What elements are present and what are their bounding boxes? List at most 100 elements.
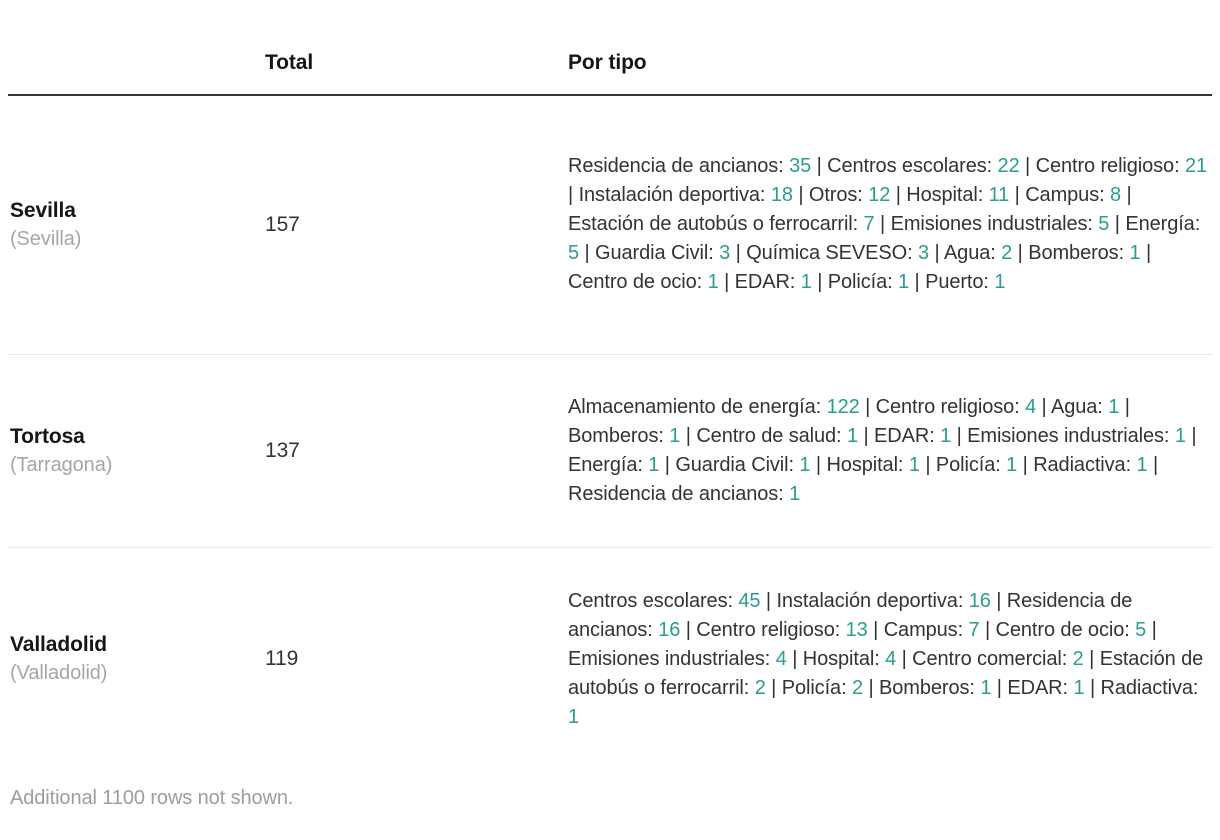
- separator: |: [1147, 453, 1159, 476]
- tipo-label: Almacenamiento de energía:: [568, 395, 827, 418]
- tipo-count: 4: [1025, 395, 1037, 418]
- tipo-count: 4: [885, 647, 897, 670]
- city-region: (Sevilla): [10, 227, 82, 250]
- city-cell: Tortosa (Tarragona): [8, 353, 265, 547]
- tipo-label: Estación de autobús o ferrocarril:: [568, 213, 864, 236]
- tipo-count: 1: [1129, 242, 1141, 265]
- tipo-count: 1: [568, 705, 580, 728]
- separator: |: [786, 647, 803, 670]
- separator: |: [951, 424, 968, 447]
- tipo-count: 7: [863, 213, 875, 236]
- total-cell: 137: [265, 353, 568, 547]
- tipo-label: Centro religioso:: [875, 395, 1026, 418]
- separator: |: [1185, 424, 1197, 447]
- separator: |: [579, 242, 596, 265]
- tipo-label: Química SEVESO:: [746, 242, 918, 265]
- tipo-label: Guardia Civil:: [595, 242, 720, 265]
- tipo-count: 12: [868, 184, 891, 207]
- tipo-label: Instalación deportiva:: [776, 589, 969, 612]
- tipo-label: Otros:: [808, 184, 869, 207]
- separator: |: [1017, 453, 1034, 476]
- city-name: Valladolid: [10, 633, 108, 657]
- separator: |: [990, 589, 1007, 612]
- tipo-count: 1: [1108, 395, 1120, 418]
- tipo-label: Agua:: [943, 242, 1002, 265]
- separator: |: [811, 155, 828, 178]
- tipo-label: Hospital:: [802, 647, 886, 670]
- separator: |: [874, 213, 891, 236]
- separator: |: [730, 242, 747, 265]
- tipo-label: Campus:: [883, 618, 969, 641]
- separator: |: [680, 618, 697, 641]
- separator: |: [909, 271, 926, 294]
- column-header-por-tipo: Por tipo: [568, 40, 1212, 96]
- separator: |: [1036, 395, 1051, 418]
- tipo-label: Guardia Civil:: [675, 453, 800, 476]
- tipo-count: 2: [1072, 647, 1084, 670]
- separator: |: [760, 589, 777, 612]
- tipo-label: Policía:: [935, 453, 1007, 476]
- tipo-count: 8: [1110, 184, 1122, 207]
- column-header-name: [8, 40, 265, 96]
- tipo-label: Agua:: [1051, 395, 1109, 418]
- column-header-total: Total: [265, 40, 568, 96]
- separator: |: [568, 184, 579, 207]
- tipo-count: 1: [669, 424, 681, 447]
- table-row: Valladolid (Valladolid) 119 Centros esco…: [8, 546, 1212, 771]
- tipo-label: Residencia de ancianos:: [568, 155, 790, 178]
- table-header: Total Por tipo: [8, 40, 1212, 96]
- city-name: Tortosa: [10, 424, 85, 448]
- separator: |: [1119, 395, 1130, 418]
- tipo-count: 3: [918, 242, 930, 265]
- city-region: (Tarragona): [10, 453, 113, 476]
- tipo-count: 1: [707, 271, 719, 294]
- tipo-count: 1: [1006, 453, 1018, 476]
- tipo-count: 35: [789, 155, 812, 178]
- separator: |: [991, 676, 1008, 699]
- locations-table: Total Por tipo Sevilla (Sevilla) 157 Res…: [8, 40, 1212, 771]
- tipo-count: 5: [1135, 618, 1147, 641]
- tipo-label: Hospital:: [826, 453, 909, 476]
- tipo-count: 3: [719, 242, 731, 265]
- separator: |: [863, 676, 880, 699]
- tipo-label: Residencia de ancianos:: [568, 482, 790, 505]
- separator: |: [929, 242, 944, 265]
- city-name: Sevilla: [10, 198, 76, 222]
- tipo-count: 1: [799, 453, 811, 476]
- tipo-label: Bomberos:: [879, 676, 981, 699]
- tipo-label: Emisiones industriales:: [890, 213, 1099, 236]
- separator: |: [1009, 184, 1026, 207]
- separator: |: [1121, 184, 1132, 207]
- tipo-label: Centro religioso:: [1035, 155, 1185, 178]
- separator: |: [857, 424, 874, 447]
- tipo-label: Bomberos:: [1028, 242, 1130, 265]
- por-tipo-cell: Residencia de ancianos: 35 | Centros esc…: [568, 95, 1212, 354]
- tipo-count: 1: [1073, 676, 1085, 699]
- separator: |: [896, 647, 913, 670]
- tipo-count: 1: [898, 271, 910, 294]
- tipo-label: EDAR:: [734, 271, 801, 294]
- tipo-count: 1: [846, 424, 858, 447]
- tipo-label: Emisiones industriales:: [568, 647, 776, 670]
- separator: |: [1019, 155, 1036, 178]
- tipo-count: 16: [658, 618, 681, 641]
- tipo-label: Energía:: [568, 453, 649, 476]
- tipo-count: 122: [826, 395, 860, 418]
- separator: |: [1084, 676, 1101, 699]
- table-row: Sevilla (Sevilla) 157 Residencia de anci…: [8, 95, 1212, 354]
- city-cell: Sevilla (Sevilla): [8, 95, 265, 354]
- tipo-label: Emisiones industriales:: [967, 424, 1175, 447]
- table-body: Sevilla (Sevilla) 157 Residencia de anci…: [8, 95, 1212, 771]
- tipo-count: 4: [775, 647, 787, 670]
- tipo-count: 45: [738, 589, 761, 612]
- rows-not-shown-note: Additional 1100 rows not shown.: [10, 787, 294, 809]
- tipo-count: 1: [908, 453, 920, 476]
- tipo-count: 1: [648, 453, 660, 476]
- tipo-count: 16: [968, 589, 991, 612]
- separator: |: [979, 618, 996, 641]
- tipo-count: 2: [754, 676, 766, 699]
- tipo-count: 1: [1136, 453, 1148, 476]
- table-page: Total Por tipo Sevilla (Sevilla) 157 Res…: [8, 40, 1212, 809]
- tipo-count: 13: [845, 618, 868, 641]
- total-cell: 157: [265, 212, 300, 236]
